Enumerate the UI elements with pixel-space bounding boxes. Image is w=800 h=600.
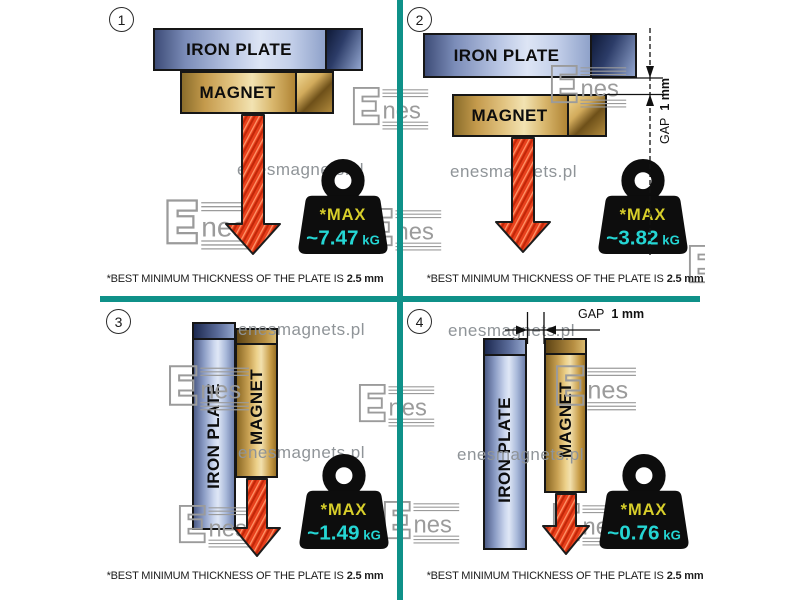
pull-arrow-down bbox=[233, 478, 281, 557]
panel-1-number: 1 bbox=[109, 7, 134, 32]
weight-ring bbox=[321, 159, 365, 203]
panel-3-magnet-label: MAGNET bbox=[247, 368, 266, 446]
panel-1-plate-label: IRON PLATE bbox=[186, 39, 292, 59]
enes-logo-watermark: nes bbox=[352, 87, 429, 130]
footnote-bold: 2.5 mm bbox=[666, 273, 704, 285]
panel-1-plate-side bbox=[327, 30, 361, 69]
weight-value: ~3.82 bbox=[606, 227, 658, 250]
panel-3-magnet-cap bbox=[237, 330, 276, 345]
panel-3-magnet-front bbox=[237, 345, 276, 476]
enes-logo-text: nes bbox=[587, 377, 628, 405]
weight-unit: kG bbox=[363, 528, 381, 543]
footnote-bold: 2.5 mm bbox=[346, 570, 384, 582]
panel-3-plate-label: IRON PLATE bbox=[204, 383, 223, 489]
panel-2-plate-label: IRON PLATE bbox=[453, 45, 560, 65]
panel-3-footnote: *BEST MINIMUM THICKNESS OF THE PLATE IS 2… bbox=[95, 570, 395, 582]
gap-value-text: 1 mm bbox=[658, 77, 672, 111]
gap-value-text: 1 mm bbox=[611, 307, 645, 321]
gap-label: GAP 1 mm bbox=[658, 56, 674, 166]
weight-body bbox=[299, 490, 389, 549]
panel-4-iron-plate bbox=[483, 338, 527, 550]
panel-2-magnet bbox=[452, 94, 607, 137]
panel-1-footnote: *BEST MINIMUM THICKNESS OF THE PLATE IS 2… bbox=[95, 273, 395, 285]
weight-body bbox=[298, 195, 388, 254]
gap-dimension-lines bbox=[505, 312, 600, 344]
panel-1-magnet-label: MAGNET bbox=[199, 82, 276, 102]
weight-icon: *MAX ~0.76 kG bbox=[599, 454, 689, 549]
panel-4-plate-cap bbox=[485, 340, 525, 356]
enes-logo-watermark: nes bbox=[383, 501, 460, 544]
panel-2-magnet-front bbox=[454, 96, 569, 135]
panel-3-number-text: 3 bbox=[114, 313, 123, 330]
footnote-bold: 2.5 mm bbox=[346, 273, 384, 285]
panel-1-number-text: 1 bbox=[117, 11, 126, 28]
panel-3-number: 3 bbox=[106, 309, 131, 334]
weight-value: ~0.76 bbox=[607, 522, 659, 545]
pull-arrow-down bbox=[495, 137, 551, 253]
panel-1-magnet-side bbox=[297, 73, 332, 112]
panel-2-magnet-label: MAGNET bbox=[471, 105, 548, 125]
gap-text: GAP bbox=[578, 307, 605, 321]
panel-2-plate-side bbox=[592, 35, 635, 76]
weight-max-label: *MAX bbox=[320, 206, 367, 224]
weight-icon: *MAX ~3.82 kG bbox=[598, 159, 688, 254]
weight-body bbox=[599, 490, 689, 549]
pull-arrow-down bbox=[225, 114, 281, 255]
weight-max-label: *MAX bbox=[620, 206, 667, 224]
panel-1-magnet-front bbox=[182, 73, 297, 112]
footnote-text: *BEST MINIMUM THICKNESS OF THE PLATE IS bbox=[106, 570, 344, 582]
panel-3-magnet bbox=[235, 328, 278, 478]
panel-4-footnote: *BEST MINIMUM THICKNESS OF THE PLATE IS 2… bbox=[415, 570, 715, 582]
enes-logo-text: nes bbox=[413, 511, 451, 538]
panel-4-magnet-cap bbox=[546, 340, 585, 355]
weight-value: ~7.47 bbox=[306, 227, 358, 250]
gap-label: GAP 1 mm bbox=[578, 307, 644, 321]
footnote-text: *BEST MINIMUM THICKNESS OF THE PLATE IS bbox=[426, 273, 664, 285]
panel-4-plate-label: IRON PLATE bbox=[495, 397, 514, 503]
panel-2-footnote: *BEST MINIMUM THICKNESS OF THE PLATE IS 2… bbox=[415, 273, 715, 285]
pull-arrow-down bbox=[542, 493, 590, 555]
panel-4-number: 4 bbox=[407, 309, 432, 334]
weight-icon: *MAX ~1.49 kG bbox=[299, 454, 389, 549]
panel-4-plate-front bbox=[485, 356, 525, 548]
gap-text: GAP bbox=[658, 117, 672, 145]
weight-ring bbox=[622, 454, 666, 498]
weight-value: ~1.49 bbox=[307, 522, 359, 545]
panel-2-iron-plate bbox=[423, 33, 637, 78]
weight-max-label: *MAX bbox=[621, 501, 668, 519]
footnote-text: *BEST MINIMUM THICKNESS OF THE PLATE IS bbox=[106, 273, 344, 285]
panel-1-iron-plate bbox=[153, 28, 363, 71]
panel-4-magnet-label: MAGNET bbox=[556, 381, 575, 459]
footnote-text: *BEST MINIMUM THICKNESS OF THE PLATE IS bbox=[426, 570, 664, 582]
weight-body bbox=[598, 195, 688, 254]
weight-ring bbox=[322, 454, 366, 498]
weight-unit: kG bbox=[662, 233, 680, 248]
panel-2-number-text: 2 bbox=[415, 11, 424, 28]
gap-dimension-lines bbox=[592, 28, 663, 255]
panel-3-plate-cap bbox=[194, 324, 234, 340]
horizontal-divider bbox=[100, 296, 700, 302]
weight-max-label: *MAX bbox=[321, 501, 368, 519]
footnote-bold: 2.5 mm bbox=[666, 570, 704, 582]
weight-unit: kG bbox=[362, 233, 380, 248]
enes-logo-text: nes bbox=[388, 394, 426, 421]
panel-4-number-text: 4 bbox=[415, 313, 424, 330]
weight-unit: kG bbox=[663, 528, 681, 543]
panel-1-plate-front bbox=[155, 30, 327, 69]
panel-1-magnet bbox=[180, 71, 334, 114]
panel-2-number: 2 bbox=[407, 7, 432, 32]
weight-icon: *MAX ~7.47 kG bbox=[298, 159, 388, 254]
